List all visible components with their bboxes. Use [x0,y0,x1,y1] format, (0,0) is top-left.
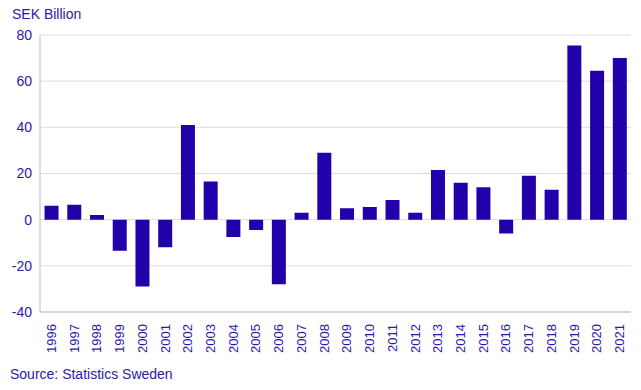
svg-text:2004: 2004 [226,324,241,353]
svg-text:2017: 2017 [521,324,536,353]
svg-text:80: 80 [16,27,32,43]
svg-text:1998: 1998 [89,324,104,353]
svg-text:2014: 2014 [453,324,468,353]
svg-text:2016: 2016 [498,324,513,353]
svg-text:2011: 2011 [385,324,400,352]
svg-text:2000: 2000 [135,324,150,353]
svg-text:1999: 1999 [112,324,127,353]
svg-text:60: 60 [16,73,32,89]
html-text:SEK Billion: SEK Billion [12,6,82,22]
svg-text:2013: 2013 [430,324,445,353]
svg-text:2005: 2005 [248,324,263,353]
svg-text:2001: 2001 [158,324,173,353]
svg-text:20: 20 [16,165,32,181]
svg-text:2019: 2019 [567,324,582,353]
svg-text:2002: 2002 [180,324,195,353]
html-text:Source: Statistics Sweden: Source: Statistics Sweden [10,366,173,382]
svg-text:2006: 2006 [271,324,286,353]
svg-text:2015: 2015 [476,324,491,353]
svg-text:-20: -20 [12,258,32,274]
svg-text:0: 0 [24,212,32,228]
svg-text:2012: 2012 [408,324,423,353]
svg-text:1996: 1996 [44,324,59,353]
svg-text:2009: 2009 [339,324,354,353]
svg-text:2008: 2008 [317,324,332,353]
svg-text:2021: 2021 [612,324,627,353]
svg-text:2003: 2003 [203,324,218,353]
svg-text:-40: -40 [12,304,32,320]
svg-text:2010: 2010 [362,324,377,353]
svg-text:40: 40 [16,119,32,135]
svg-text:2018: 2018 [544,324,559,353]
svg-text:2020: 2020 [589,324,604,353]
svg-text:2007: 2007 [294,324,309,353]
svg-text:1997: 1997 [67,324,82,353]
